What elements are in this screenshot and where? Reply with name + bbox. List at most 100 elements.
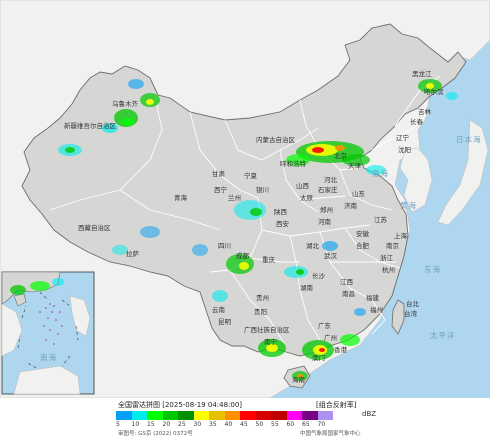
- label-zhejiang: 浙江: [380, 253, 394, 262]
- label-fujian: 福建: [366, 293, 380, 302]
- label-liaoning: 辽宁: [396, 133, 410, 142]
- label-changsha: 长沙: [312, 271, 326, 280]
- legend-swatch: [116, 411, 132, 420]
- label-shaanxi: 陕西: [274, 207, 288, 216]
- label-hunan: 湖南: [300, 283, 314, 292]
- label-guiyang: 贵阳: [254, 307, 267, 316]
- legend-tick-label: 40: [224, 421, 233, 428]
- legend-swatch: [131, 411, 147, 420]
- legend-tick-label: 65: [302, 421, 310, 428]
- legend-footer: 全国雷达拼图 [2025-08-19 04:48:00] [组合反射率] 5 10…: [0, 398, 490, 439]
- legend-title: 全国雷达拼图 [2025-08-19 04:48:00]: [118, 401, 243, 409]
- label-gansu: 甘肃: [212, 169, 226, 178]
- label-hohhot: 呼和浩特: [280, 159, 307, 168]
- legend-tick-label: 70: [317, 421, 326, 428]
- legend-unit: dBZ: [362, 410, 377, 418]
- label-guangxi: 广西壮族自治区: [244, 325, 290, 334]
- legend-tick-label: 10: [131, 421, 140, 428]
- label-harbin: 哈尔滨: [424, 87, 444, 96]
- label-shandong: 山东: [352, 189, 366, 198]
- label-hefei: 合肥: [356, 241, 370, 250]
- label-fuzhou: 福州: [370, 305, 383, 314]
- color-scale: [116, 411, 333, 420]
- legend-swatch: [178, 411, 194, 420]
- label-nanjing: 南京: [386, 241, 400, 250]
- label-henan: 河南: [318, 217, 332, 226]
- legend-swatch: [162, 411, 178, 420]
- region-labels: 新疆维吾尔自治区 西藏自治区 青海 甘肃 内蒙古自治区 黑龙江 吉林 辽宁 北京…: [64, 69, 444, 384]
- legend-swatch: [147, 411, 163, 420]
- agency-name: 中国气象局国家气象中心: [300, 431, 361, 437]
- sea-label-east-sea: 东海: [424, 264, 441, 274]
- province-boundaries: [49, 75, 441, 346]
- label-heilongjiang: 黑龙江: [412, 69, 432, 78]
- label-changchun: 长春: [410, 117, 424, 126]
- label-qinghai: 青海: [174, 193, 188, 202]
- label-xinjiang: 新疆维吾尔自治区: [64, 121, 117, 130]
- label-kunming: 昆明: [218, 318, 232, 326]
- legend-product: [组合反射率]: [316, 401, 357, 409]
- label-guangdong: 广东: [318, 321, 332, 330]
- label-taiyuan: 太原: [300, 193, 314, 202]
- map-canvas: 日本海 黄海 东海 太平洋 渤海 南海 新疆维吾尔自治区 西藏自治区 青海 甘肃…: [0, 0, 490, 398]
- sea-label-bohai: 渤海: [372, 168, 389, 178]
- legend-swatch: [317, 411, 333, 420]
- label-jinan: 济南: [344, 201, 358, 210]
- label-shanxi: 山西: [296, 181, 310, 190]
- label-zhengzhou: 郑州: [320, 206, 333, 214]
- label-nanchang: 南昌: [342, 289, 355, 298]
- radar-echoes: [10, 79, 458, 381]
- label-taiwan: 台湾: [404, 309, 418, 318]
- label-lhasa: 拉萨: [126, 249, 140, 258]
- sea-label-japan-sea: 日本海: [456, 134, 482, 144]
- legend-tick-label: 20: [162, 421, 171, 428]
- label-jilin: 吉林: [418, 107, 432, 116]
- label-ningxia: 宁夏: [244, 171, 258, 180]
- legend-title-row: 全国雷达拼图 [2025-08-19 04:48:00] [组合反射率]: [118, 400, 418, 412]
- legend-tick-label: 60: [286, 421, 295, 428]
- korea-land: [399, 147, 433, 213]
- label-hangzhou: 杭州: [382, 265, 395, 274]
- label-jiangsu: 江苏: [374, 215, 388, 224]
- label-hebei: 河北: [324, 176, 338, 184]
- legend-swatch: [193, 411, 209, 420]
- label-shenyang: 沈阳: [398, 145, 411, 154]
- legend-swatch: [224, 411, 240, 420]
- label-taipei: 台北: [406, 299, 420, 308]
- legend-tick-label: 50: [255, 421, 264, 428]
- china-territory: [21, 23, 467, 357]
- label-beijing: 北京: [334, 151, 348, 160]
- label-yinchuan: 银川: [256, 185, 269, 194]
- legend-tick-label: 25: [178, 421, 186, 428]
- label-xian: 西安: [276, 219, 290, 228]
- taiwan-island: [391, 299, 405, 335]
- label-chongqing: 重庆: [262, 255, 276, 264]
- label-jiangxi: 江西: [340, 278, 354, 286]
- label-chengdu: 成都: [236, 251, 250, 260]
- legend-tick-label: 5: [116, 421, 120, 428]
- legend-swatch: [286, 411, 302, 420]
- label-shijiazhuang: 石家庄: [318, 185, 338, 194]
- label-hubei: 湖北: [306, 241, 320, 250]
- legend-swatch: [255, 411, 271, 420]
- color-scale-ticks: 5 10 15 20 25 30 35 40 45 50 55 60 65 70: [116, 421, 333, 429]
- legend-tick-label: 30: [193, 421, 202, 428]
- sea-label-pacific: 太平洋: [430, 330, 456, 340]
- legend-tick-label: 35: [209, 421, 217, 428]
- legend-swatch: [240, 411, 256, 420]
- legend-tick-label: 15: [147, 421, 155, 428]
- legend-swatch: [302, 411, 318, 420]
- label-shanghai: 上海: [394, 231, 408, 240]
- label-sichuan: 四川: [218, 242, 231, 250]
- sea-label-yellow-sea: 黄海: [400, 200, 417, 210]
- label-xining: 西宁: [214, 185, 228, 194]
- map-approval-number: 审图号: GS京 (2022) 0372号: [118, 431, 193, 437]
- legend-swatch: [271, 411, 287, 420]
- label-hainan: 海南: [292, 375, 306, 384]
- label-inner-mongolia: 内蒙古自治区: [256, 135, 296, 144]
- label-hongkong: 香港: [334, 345, 348, 354]
- japan-land: [437, 119, 489, 226]
- legend-tick-label: 45: [240, 421, 248, 428]
- label-tibet: 西藏自治区: [78, 223, 111, 232]
